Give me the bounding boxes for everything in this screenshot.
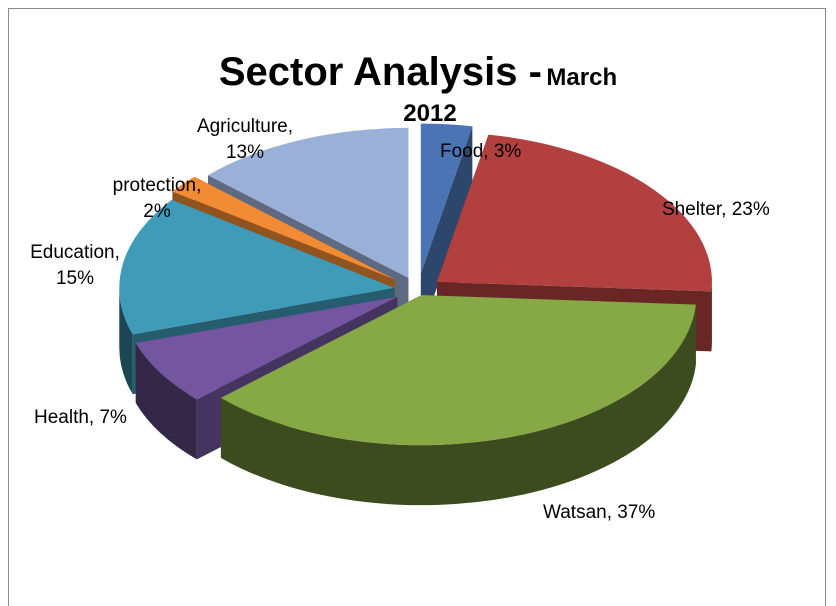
pie-slice-watsan bbox=[220, 295, 696, 506]
data-label-protection: protection, 2% bbox=[113, 175, 202, 222]
data-label-shelter: Shelter, 23% bbox=[662, 199, 770, 220]
data-label-health: Health, 7% bbox=[34, 407, 127, 428]
chart-title-year: 2012 bbox=[403, 100, 457, 127]
chart-title-sub: March bbox=[546, 64, 618, 91]
chart-title-main: Sector Analysis - bbox=[218, 50, 542, 94]
data-label-agriculture: Agriculture, 13% bbox=[197, 116, 293, 163]
data-label-food: Food, 3% bbox=[440, 141, 521, 162]
data-label-watsan: Watsan, 37% bbox=[543, 502, 655, 523]
data-label-education: Education, 15% bbox=[30, 242, 120, 289]
chart-title: Sector Analysis - March bbox=[0, 50, 836, 95]
pie-slice-food bbox=[420, 123, 473, 334]
